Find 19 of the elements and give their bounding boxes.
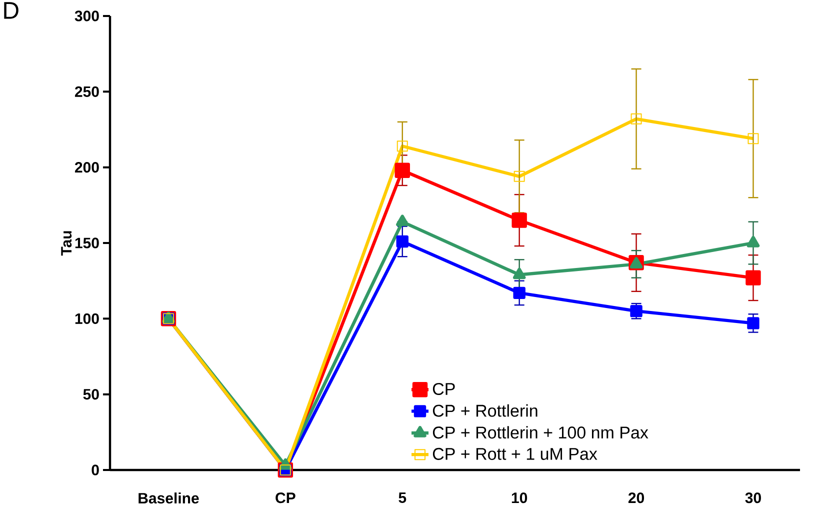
y-tick-label: 0: [92, 464, 99, 476]
y-tick-label: 200: [74, 162, 99, 173]
x-tick-label: 30: [745, 492, 761, 504]
legend-label: CP + Rottlerin: [432, 404, 538, 417]
legend-label: CP + Rott + 1 uM Pax: [432, 448, 598, 460]
legend-label: CP: [432, 382, 455, 395]
x-tick-label: Baseline: [138, 492, 199, 504]
x-tick-label: 5: [398, 492, 406, 503]
y-tick-label: 150: [75, 238, 99, 248]
y-tick-label: 100: [75, 313, 99, 324]
y-tick-label: 50: [83, 389, 99, 400]
y-axis-title: Tau: [61, 231, 72, 256]
x-tick-label: 10: [512, 492, 528, 504]
legend-label: CP + Rottlerin + 100 nm Pax: [432, 426, 648, 439]
y-tick-label: 300: [74, 10, 99, 22]
x-tick-label: 20: [628, 492, 644, 504]
x-tick-label: CP: [276, 492, 296, 504]
y-tick-label: 250: [74, 86, 99, 97]
text: D: [4, 2, 18, 19]
